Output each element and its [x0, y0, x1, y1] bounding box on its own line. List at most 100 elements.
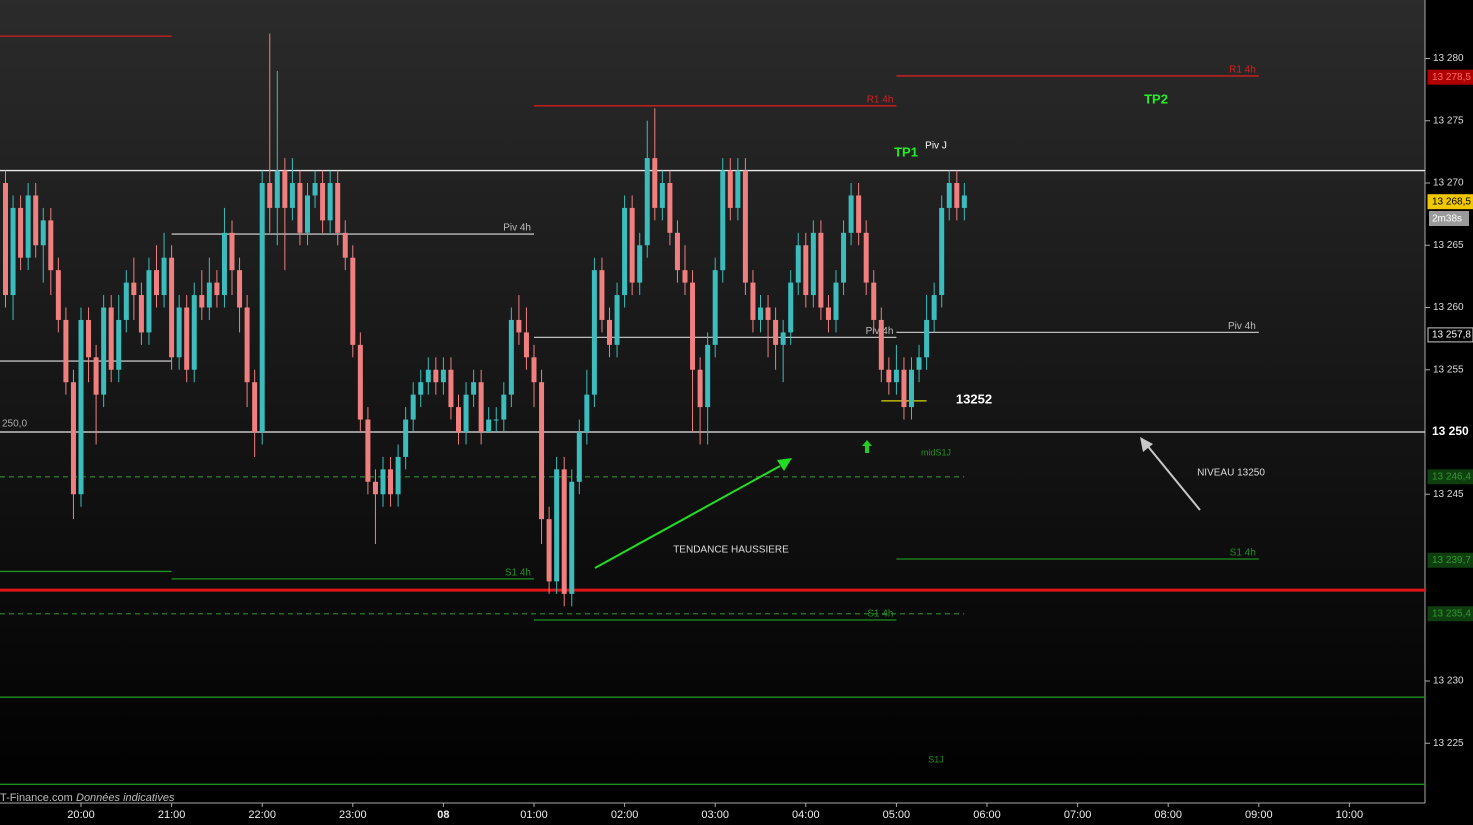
candle-body: [154, 270, 159, 296]
price-tag-label: 13 239,7: [1432, 555, 1471, 566]
candle-body: [554, 469, 560, 582]
candle-body: [863, 232, 869, 283]
candle-body: [93, 357, 99, 395]
candle-body: [576, 432, 582, 482]
candle-body: [705, 344, 711, 408]
x-tick-label: 21:00: [158, 809, 186, 821]
trend-arrowhead: [777, 458, 792, 471]
candle-body: [40, 220, 46, 246]
candle-body: [18, 207, 24, 258]
candle-body: [33, 195, 39, 246]
candle-body: [909, 369, 914, 408]
candle-body: [720, 170, 726, 271]
y-tick-label: 13 225: [1433, 738, 1464, 749]
candle-body: [916, 357, 922, 370]
candle-body: [78, 319, 84, 495]
candle-body: [3, 183, 8, 296]
candle-body: [825, 307, 831, 320]
candle-body: [388, 469, 394, 495]
candle-body: [652, 158, 658, 208]
tp2-label: TP2: [1144, 91, 1168, 106]
candle-body: [893, 369, 899, 383]
candle-body: [629, 207, 635, 283]
candle-body: [901, 369, 907, 408]
candle-body: [607, 319, 612, 345]
candle-body: [138, 295, 144, 333]
price-tag-box: [1427, 606, 1473, 622]
candle-body: [667, 183, 673, 233]
candle-body: [878, 319, 884, 370]
candle-body: [357, 344, 363, 420]
candle-body: [25, 195, 31, 258]
candle-body: [229, 232, 235, 271]
candle-body: [599, 270, 605, 320]
price-axis: [1425, 0, 1473, 825]
candle-body: [516, 319, 522, 333]
candle-body: [622, 207, 628, 296]
candle-body: [131, 282, 137, 296]
y-tick-label: 13 260: [1433, 302, 1464, 313]
axes: 13 280 13 275 13 270 13 265 13 260 13 255 13 2…: [67, 53, 1473, 821]
x-tick-label: 09:00: [1245, 809, 1273, 821]
left-level-label: 250,0: [2, 419, 27, 430]
candle-body: [735, 170, 741, 208]
candle-body: [214, 282, 220, 296]
x-tick-label: 03:00: [701, 809, 729, 821]
price-tag-label: 13 278,5: [1432, 72, 1471, 83]
trend-arrow: [594, 465, 781, 569]
candle-body: [614, 295, 620, 345]
candle-body: [305, 195, 310, 233]
candle-body: [758, 307, 763, 320]
candle-body: [221, 232, 227, 296]
candle-body: [946, 183, 952, 208]
candles: [3, 33, 967, 607]
x-tick-label: 04:00: [792, 809, 820, 821]
candle-body: [924, 319, 930, 358]
y-tick-label: 13 245: [1433, 489, 1464, 500]
x-tick-label: 23:00: [339, 809, 367, 821]
candle-body: [176, 307, 182, 358]
price-tag-label: 13 235,4: [1432, 608, 1471, 619]
candle-body: [289, 183, 295, 208]
plot-background: [0, 0, 1425, 803]
candle-body: [244, 307, 250, 383]
candle-body: [531, 357, 537, 383]
candle-body: [380, 469, 386, 495]
candle-body: [448, 369, 454, 408]
candle-body: [395, 456, 401, 495]
level-arrowhead: [1140, 437, 1153, 452]
candle-body: [742, 170, 748, 283]
candle-body: [342, 232, 348, 258]
level-label: S1 4h: [1230, 548, 1256, 559]
candle-body: [644, 158, 650, 246]
price-tag-box: [1427, 469, 1473, 485]
candle-body: [146, 270, 152, 333]
candle-body: [259, 183, 265, 433]
candle-body: [161, 257, 167, 296]
tp1-label: TP1: [894, 144, 918, 159]
candle-body: [101, 307, 107, 395]
timer-box: [1429, 211, 1469, 226]
candle-body: [750, 282, 756, 320]
candle-body: [191, 295, 197, 370]
candle-body: [727, 170, 733, 208]
candle-body: [712, 270, 718, 345]
y-tick-label: 13 230: [1433, 676, 1464, 687]
y-tick-label: 13 275: [1433, 115, 1464, 126]
x-tick-label: 02:00: [611, 809, 639, 821]
candle-body: [833, 282, 839, 320]
footer-note: Données indicatives: [76, 792, 175, 804]
candle-body: [780, 332, 786, 345]
candle-body: [425, 369, 431, 383]
candle-body: [682, 270, 688, 283]
candle-body: [856, 195, 862, 233]
candle-body: [108, 307, 114, 370]
candle-body: [803, 245, 809, 296]
candle-body: [961, 195, 967, 208]
candle-body: [184, 307, 190, 370]
candle-body: [297, 183, 303, 233]
candle-body: [795, 245, 801, 283]
price-tag-label: 13 268,5: [1432, 196, 1471, 207]
